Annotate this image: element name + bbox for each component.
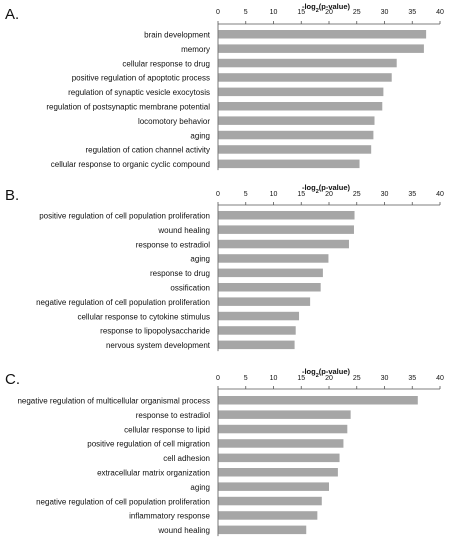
- category-label: response to drug: [150, 269, 210, 278]
- x-axis-title: -log2(p-value): [302, 183, 351, 195]
- bar: [218, 73, 392, 82]
- x-tick-label: 15: [297, 191, 305, 198]
- category-label: positive regulation of cell migration: [87, 440, 210, 449]
- x-tick-label: 25: [353, 375, 361, 382]
- x-tick-label: 25: [353, 9, 361, 16]
- x-tick-label: 20: [325, 375, 333, 382]
- bar: [218, 268, 323, 278]
- category-label: brain development: [144, 31, 211, 40]
- x-tick-label: 25: [353, 191, 361, 198]
- x-tick-label: 40: [436, 375, 444, 382]
- category-label: regulation of postsynaptic membrane pote…: [46, 103, 210, 112]
- bar: [218, 396, 418, 405]
- x-tick-label: 10: [270, 9, 278, 16]
- category-label: positive regulation of cell population p…: [39, 212, 210, 221]
- x-axis-title: -log2(p-value): [302, 2, 351, 14]
- x-tick-label: 30: [381, 9, 389, 16]
- x-tick-label: 10: [270, 191, 278, 198]
- bar: [218, 211, 355, 220]
- bar: [218, 87, 384, 97]
- bar: [218, 453, 340, 463]
- x-tick-label: 35: [408, 375, 416, 382]
- category-label: negative regulation of multicellular org…: [17, 397, 210, 406]
- x-tick-label: 35: [408, 9, 416, 16]
- x-tick-label: 20: [325, 191, 333, 198]
- x-tick-label: 15: [297, 9, 305, 16]
- bar: [218, 424, 348, 434]
- panel-label: B.: [5, 187, 19, 204]
- category-label: extracellular matrix organization: [97, 469, 210, 478]
- category-label: regulation of cation channel activity: [85, 146, 210, 155]
- bar: [218, 482, 329, 491]
- x-tick-label: 0: [216, 191, 220, 198]
- bar: [218, 283, 321, 292]
- x-tick-label: 10: [270, 375, 278, 382]
- bar: [218, 102, 383, 111]
- category-label: response to estradiol: [136, 411, 210, 420]
- category-label: memory: [181, 45, 210, 54]
- x-tick-label: 0: [216, 375, 220, 382]
- x-tick-label: 40: [436, 9, 444, 16]
- bar: [218, 410, 351, 419]
- category-label: cellular response to drug: [122, 59, 210, 68]
- x-tick-label: 5: [244, 191, 248, 198]
- category-label: cell adhesion: [163, 454, 210, 463]
- category-label: negative regulation of cell population p…: [36, 298, 210, 307]
- bar: [218, 525, 307, 535]
- category-label: cellular response to cytokine stimulus: [77, 312, 210, 321]
- bar: [218, 311, 300, 321]
- x-tick-label: 40: [436, 191, 444, 198]
- category-label: inflammatory response: [129, 512, 210, 521]
- x-axis-title: -log2(p-value): [302, 367, 351, 379]
- bar: [218, 225, 354, 234]
- category-label: wound healing: [157, 226, 210, 235]
- bar: [218, 468, 338, 477]
- x-tick-label: 0: [216, 9, 220, 16]
- category-label: cellular response to lipid: [124, 425, 210, 434]
- category-label: aging: [190, 255, 210, 264]
- category-label: ossification: [170, 284, 210, 293]
- x-tick-label: 15: [297, 375, 305, 382]
- panel-label: A.: [5, 6, 19, 23]
- x-tick-label: 20: [325, 9, 333, 16]
- bar: [218, 340, 295, 350]
- bar: [218, 239, 349, 249]
- bar: [218, 326, 296, 335]
- category-label: cellular response to organic cyclic comp…: [51, 160, 210, 169]
- category-label: locomotory behavior: [138, 117, 210, 126]
- bar: [218, 116, 375, 125]
- category-label: positive regulation of apoptotic process: [72, 74, 210, 83]
- bar: [218, 439, 344, 448]
- x-tick-label: 35: [408, 191, 416, 198]
- category-label: response to lipopolysaccharide: [100, 327, 210, 336]
- bar: [218, 130, 374, 140]
- category-label: regulation of synaptic vesicle exocytosi…: [68, 88, 210, 97]
- category-label: negative regulation of cell population p…: [36, 497, 210, 506]
- panel-label: C.: [5, 371, 20, 388]
- bar: [218, 159, 360, 169]
- bar: [218, 254, 329, 263]
- category-label: nervous system development: [106, 341, 211, 350]
- bar: [218, 511, 318, 520]
- bar: [218, 30, 427, 39]
- x-tick-label: 5: [244, 9, 248, 16]
- category-label: aging: [190, 483, 210, 492]
- category-label: aging: [190, 131, 210, 140]
- bar: [218, 44, 424, 53]
- bar: [218, 145, 372, 154]
- x-tick-label: 30: [381, 191, 389, 198]
- bar: [218, 58, 397, 68]
- category-label: wound healing: [157, 526, 210, 535]
- x-tick-label: 30: [381, 375, 389, 382]
- x-tick-label: 5: [244, 375, 248, 382]
- bar: [218, 297, 311, 306]
- bar: [218, 496, 322, 506]
- category-label: response to estradiol: [136, 240, 210, 249]
